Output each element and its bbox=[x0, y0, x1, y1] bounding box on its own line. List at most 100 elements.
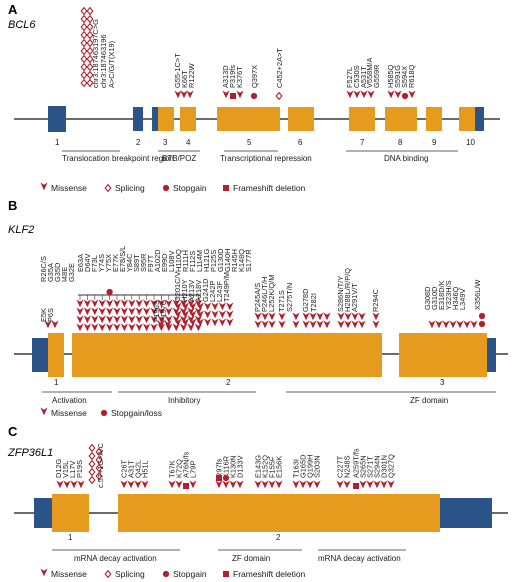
exon-3-coding bbox=[158, 107, 174, 131]
mutation-frameshift-marker bbox=[230, 93, 236, 99]
mutation-label: c.57+1G>A/C bbox=[96, 443, 105, 488]
mutation-splicing-marker bbox=[88, 459, 96, 469]
mutation-missense-marker bbox=[292, 320, 300, 329]
mutation-missense-marker bbox=[135, 315, 143, 324]
mutation-stopgain-marker bbox=[250, 92, 258, 100]
mutation-missense-marker bbox=[83, 323, 91, 332]
exon-3-utr bbox=[487, 338, 496, 372]
legend-marker bbox=[40, 182, 48, 191]
mutation-label: S286N/T/Y bbox=[336, 276, 345, 312]
exon-1-coding bbox=[48, 333, 64, 377]
domain-label: mRNA decay activation bbox=[74, 554, 157, 563]
exon-1-coding bbox=[52, 494, 89, 532]
mutation-missense-marker bbox=[180, 299, 188, 308]
mutation-missense-marker bbox=[113, 315, 121, 324]
mutation-label: R26C/S bbox=[39, 256, 48, 282]
mutation-label: Y323H/S bbox=[444, 280, 453, 310]
mutation-missense-marker bbox=[359, 480, 367, 489]
mutation-label: G165D bbox=[299, 455, 308, 478]
mutation-missense-marker bbox=[302, 312, 310, 321]
mutation-label: D12G bbox=[54, 458, 63, 478]
mutation-label: G130D bbox=[216, 249, 225, 272]
gene-name: BCL6 bbox=[8, 19, 36, 31]
mutation-label: Q42L bbox=[134, 460, 143, 478]
mutation-label: F73L bbox=[90, 255, 99, 272]
mutation-label: P6S bbox=[46, 308, 55, 322]
mutation-label: Q327Q bbox=[387, 454, 396, 478]
mutation-missense-marker bbox=[120, 315, 128, 324]
mutation-label: P246L/T/H bbox=[260, 277, 269, 312]
mutation-missense-marker bbox=[323, 320, 331, 329]
mutation-label: A76N/fs bbox=[182, 451, 191, 478]
mutation-missense-marker bbox=[268, 480, 276, 489]
mutation-splicing-marker bbox=[86, 78, 94, 88]
mutation-splicing-marker bbox=[80, 54, 88, 64]
exon-number: 7 bbox=[360, 138, 365, 147]
mutation-missense-marker bbox=[254, 480, 262, 489]
exon-number: 2 bbox=[136, 138, 141, 147]
mutation-missense-marker bbox=[128, 299, 136, 308]
exon-4 bbox=[180, 107, 196, 131]
mutation-label: R294C bbox=[371, 288, 380, 312]
mutation-missense-marker bbox=[323, 312, 331, 321]
mutation-missense-marker bbox=[174, 318, 182, 327]
exon-5 bbox=[217, 107, 280, 131]
legend-marker bbox=[223, 185, 229, 191]
mutation-label: F197C bbox=[159, 299, 168, 322]
mutation-label: A313D bbox=[221, 65, 230, 88]
mutation-label: P125S bbox=[209, 250, 218, 272]
mutation-missense-marker bbox=[181, 318, 189, 327]
mutation-missense-marker bbox=[189, 318, 197, 327]
mutation-missense-marker bbox=[76, 299, 84, 308]
mutation-missense-marker bbox=[275, 480, 283, 489]
mutation-missense-marker bbox=[236, 90, 244, 99]
mutation-missense-marker bbox=[387, 90, 395, 99]
mutation-label: H51L bbox=[141, 460, 150, 478]
mutation-missense-marker bbox=[336, 480, 344, 489]
mutation-label: F97T bbox=[146, 254, 155, 272]
mutation-label: A102D bbox=[153, 249, 162, 272]
exon-number: 5 bbox=[247, 138, 252, 147]
mutation-label: K376T bbox=[235, 66, 244, 88]
mutation-splicing-marker bbox=[86, 54, 94, 64]
mutation-missense-marker bbox=[309, 312, 317, 321]
mutation-missense-marker bbox=[278, 312, 286, 321]
mutation-missense-marker bbox=[211, 310, 219, 319]
legend-label: Splicing bbox=[115, 183, 145, 193]
mutation-label: T271S bbox=[277, 290, 286, 312]
mutation-missense-marker bbox=[63, 480, 71, 489]
mutation-label: P245A/S bbox=[253, 283, 262, 312]
mutation-label: A218V bbox=[194, 280, 203, 302]
mutation-missense-marker bbox=[344, 320, 352, 329]
mutation-label: A291V/T bbox=[350, 283, 359, 312]
mutation-label: X356L/W bbox=[473, 280, 482, 310]
mutation-splicing-marker bbox=[80, 70, 88, 80]
mutation-label: G241D bbox=[201, 279, 210, 302]
mutation-missense-marker bbox=[174, 302, 182, 311]
exon-2 bbox=[118, 494, 440, 532]
mutation-missense-marker bbox=[98, 307, 106, 316]
mutation-label: Q397X bbox=[250, 65, 259, 88]
mutation-missense-marker bbox=[222, 90, 230, 99]
mutation-label: S89T bbox=[132, 254, 141, 272]
mutation-splicing-marker bbox=[86, 14, 94, 24]
mutation-label: Y74S bbox=[97, 254, 106, 272]
mutation-label: E99D bbox=[160, 254, 169, 273]
mutation-splicing-marker bbox=[80, 62, 88, 72]
mutation-missense-marker bbox=[367, 90, 375, 99]
mutation-splicing-marker bbox=[86, 62, 94, 72]
mutation-splicing-marker bbox=[88, 475, 96, 485]
mutation-label: L108V bbox=[167, 251, 176, 272]
mutation-missense-marker bbox=[98, 299, 106, 308]
mutation-splicing-marker bbox=[95, 455, 103, 465]
mutation-missense-marker bbox=[360, 90, 368, 99]
mutation-missense-marker bbox=[292, 480, 300, 489]
mutation-label: E78/S/L bbox=[118, 246, 127, 272]
mutation-stopgain-marker bbox=[106, 288, 113, 296]
mutation-label: G35A bbox=[46, 263, 55, 282]
domain-label: DNA binding bbox=[384, 154, 428, 163]
mutation-label: C26T bbox=[120, 459, 129, 478]
mutation-label: N248S bbox=[343, 455, 352, 478]
mutation-missense-marker bbox=[470, 320, 478, 329]
